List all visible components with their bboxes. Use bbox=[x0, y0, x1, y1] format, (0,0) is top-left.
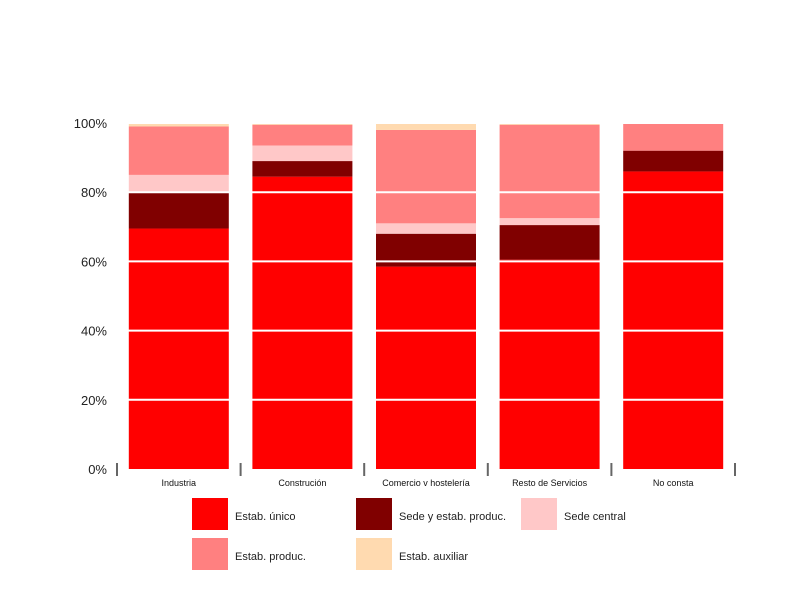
bar-segment-1-series-2 bbox=[128, 192, 229, 229]
bar-segment-2-series-2 bbox=[252, 161, 353, 177]
legend-swatch bbox=[521, 498, 557, 530]
legend-swatch bbox=[356, 538, 392, 570]
bar-segment-3-series-3 bbox=[376, 223, 476, 234]
x-tick-label: Construción bbox=[278, 478, 326, 488]
bar-segment-5-series-2 bbox=[623, 150, 724, 172]
x-tick-label: No consta bbox=[653, 478, 694, 488]
bar-segment-1-series-5 bbox=[128, 123, 229, 127]
legend-swatch bbox=[192, 538, 228, 570]
legend-label: Estab. auxiliar bbox=[399, 551, 468, 563]
bar-segment-5-series-4 bbox=[623, 123, 724, 151]
bar-segment-4-series-2 bbox=[499, 225, 600, 260]
legend-swatch bbox=[192, 498, 228, 530]
legend-label: Sede y estab. produc. bbox=[399, 511, 506, 523]
x-tick-label: Industria bbox=[162, 478, 197, 488]
bar-segment-4-series-4 bbox=[499, 124, 600, 219]
bar-segment-2-series-4 bbox=[252, 124, 353, 146]
bar-segment-5-series-1 bbox=[623, 171, 724, 469]
y-tick-label: 60% bbox=[81, 254, 107, 269]
legend-label: Sede central bbox=[564, 511, 626, 523]
legend-swatch bbox=[356, 498, 392, 530]
bar-segment-2-series-1 bbox=[252, 176, 353, 469]
legend-label: Estab. produc. bbox=[235, 551, 306, 563]
y-tick-label: 80% bbox=[81, 185, 107, 200]
bar-segment-4-series-3 bbox=[499, 218, 600, 226]
bar-segment-1-series-4 bbox=[128, 126, 229, 175]
bar-segment-3-series-1 bbox=[376, 266, 476, 469]
y-tick-label: 20% bbox=[81, 393, 107, 408]
x-tick-label: Resto de Servicios bbox=[512, 478, 588, 488]
legend-label: Estab. único bbox=[235, 511, 296, 523]
bar-segment-4-series-1 bbox=[499, 259, 600, 469]
bar-segment-3-series-4 bbox=[376, 129, 476, 224]
bar-segment-3-series-5 bbox=[376, 123, 476, 130]
x-tick-label: Comercio v hostelería bbox=[382, 478, 470, 488]
y-tick-label: 100% bbox=[74, 116, 108, 131]
y-tick-label: 40% bbox=[81, 324, 107, 339]
bar-segment-1-series-3 bbox=[128, 174, 229, 193]
bar-segment-2-series-3 bbox=[252, 145, 353, 162]
y-tick-label: 0% bbox=[88, 462, 107, 477]
bar-segment-1-series-1 bbox=[128, 228, 229, 469]
